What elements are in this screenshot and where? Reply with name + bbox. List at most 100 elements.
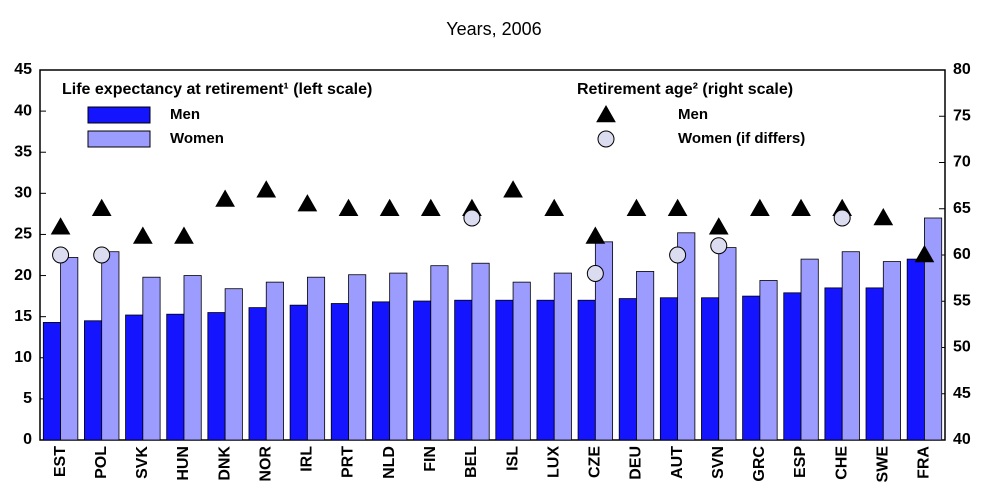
y-tick-label: 20 — [14, 267, 32, 284]
y-tick-label: 40 — [14, 102, 32, 119]
men-retirement-marker — [91, 198, 112, 216]
women-retirement-marker — [833, 209, 851, 227]
men-retirement-marker — [256, 180, 277, 198]
men-retirement-marker — [750, 198, 770, 216]
x-tick-label: POL — [93, 446, 110, 479]
women-retirement-marker — [586, 265, 604, 282]
bar — [289, 304, 308, 441]
men-retirement-marker — [626, 198, 647, 216]
legend-group-title: Retirement age² (right scale) — [577, 81, 793, 98]
bar — [207, 312, 226, 441]
x-tick-label: ESP — [792, 446, 809, 478]
bar — [224, 288, 243, 441]
y-tick-label: 25 — [14, 226, 32, 243]
men-retirement-marker — [215, 189, 235, 207]
chart-title: Years, 2006 — [446, 19, 541, 39]
bar — [371, 301, 391, 441]
legend-swatch — [87, 106, 151, 124]
bar — [389, 272, 408, 441]
men-retirement-marker — [338, 198, 359, 216]
x-tick-label: EST — [52, 446, 69, 477]
legend-group-title: Life expectancy at retirement¹ (left sca… — [62, 81, 372, 98]
bar — [841, 251, 860, 441]
bar — [636, 271, 655, 441]
bar — [454, 299, 473, 441]
men-retirement-marker — [297, 194, 318, 212]
bar — [618, 298, 637, 441]
men-retirement-marker — [50, 217, 71, 235]
x-tick-label: CHE — [833, 446, 850, 480]
y-tick-label: 15 — [14, 308, 32, 325]
bar — [42, 322, 61, 441]
x-tick-label: FRA — [916, 446, 933, 479]
bar — [800, 258, 819, 441]
bar — [265, 281, 284, 441]
bar — [742, 295, 761, 441]
legend-swatch — [87, 130, 151, 148]
men-retirement-marker — [503, 180, 523, 198]
x-tick-label: BEL — [463, 446, 480, 478]
x-tick-label: FIN — [422, 446, 439, 472]
x-tick-label: IRL — [299, 446, 316, 472]
legend-label: Women — [170, 130, 224, 147]
y-tick-label: 35 — [14, 143, 32, 160]
bar — [430, 265, 449, 441]
bar — [413, 300, 432, 441]
x-tick-label: SVK — [134, 446, 151, 479]
bar — [142, 276, 161, 441]
y2-tick-label: 45 — [953, 385, 971, 402]
x-tick-label: NOR — [257, 446, 274, 482]
x-tick-label: GRC — [751, 446, 768, 482]
bar — [125, 314, 144, 441]
bar — [701, 297, 720, 441]
bar — [865, 287, 884, 441]
legend-marker — [596, 104, 616, 123]
bar — [759, 280, 778, 441]
bar — [553, 272, 572, 441]
men-retirement-marker — [873, 207, 894, 226]
x-tick-label: LUX — [545, 446, 562, 478]
women-retirement-marker — [669, 246, 687, 264]
legend-label: Women (if differs) — [678, 130, 805, 147]
y-tick-label: 30 — [14, 185, 32, 202]
bar — [659, 297, 679, 441]
bar — [906, 258, 925, 441]
y2-tick-label: 40 — [953, 431, 971, 448]
men-retirement-marker — [544, 198, 565, 216]
bar — [824, 287, 843, 441]
x-tick-label: NLD — [381, 446, 398, 479]
bar — [248, 307, 267, 441]
bar — [330, 303, 349, 441]
x-tick-label: SVN — [710, 446, 727, 479]
men-retirement-marker — [420, 198, 441, 216]
bar — [536, 299, 555, 441]
women-retirement-marker — [710, 237, 728, 255]
y2-tick-label: 70 — [953, 154, 971, 171]
women-retirement-marker — [52, 246, 70, 264]
x-tick-label: DEU — [628, 446, 645, 480]
y-tick-label: 10 — [14, 349, 32, 366]
x-tick-label: CZE — [587, 446, 604, 478]
men-retirement-marker — [174, 226, 194, 244]
bar — [882, 261, 901, 441]
x-tick-label: DNK — [216, 446, 233, 481]
legend-label: Men — [170, 106, 200, 123]
bar — [166, 313, 185, 441]
women-retirement-marker — [463, 209, 481, 227]
bar — [512, 281, 531, 441]
y2-tick-label: 75 — [953, 107, 971, 124]
men-retirement-marker — [708, 217, 729, 235]
men-retirement-marker — [585, 226, 606, 244]
y2-tick-label: 55 — [953, 292, 971, 309]
x-tick-label: HUN — [175, 446, 192, 481]
y-tick-label: 5 — [23, 390, 32, 407]
bar — [348, 274, 367, 441]
legend-marker — [597, 130, 615, 148]
x-tick-label: PRT — [340, 446, 357, 478]
bar — [677, 232, 696, 441]
y-tick-label: 0 — [23, 431, 32, 448]
bar — [306, 276, 326, 441]
bar — [101, 251, 120, 441]
x-tick-label: ISL — [504, 446, 521, 471]
